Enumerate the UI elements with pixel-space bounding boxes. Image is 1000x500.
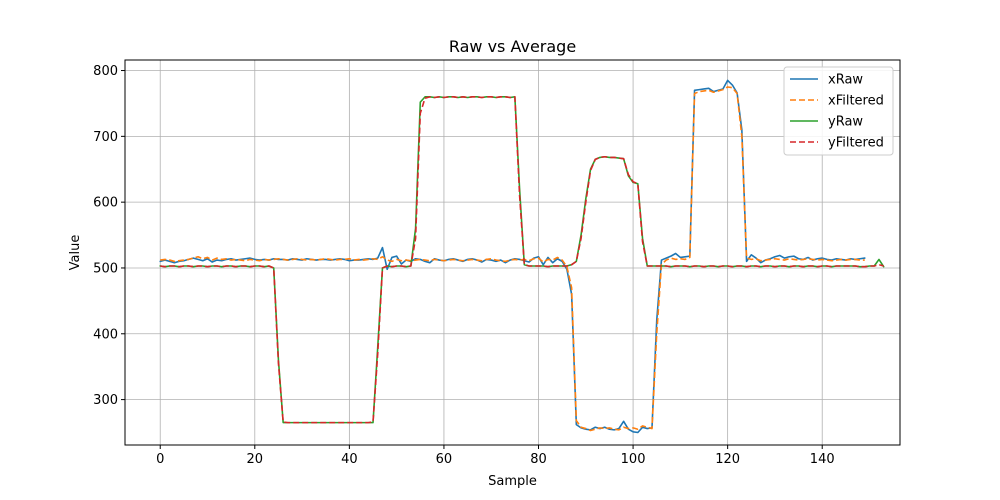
series-line-yfiltered [160, 96, 884, 424]
legend-label-xraw: xRaw [828, 73, 863, 88]
series-line-xfiltered [160, 86, 865, 432]
x-tick-label: 40 [341, 452, 358, 467]
series-layer [159, 79, 885, 434]
y-tick-label: 500 [93, 261, 118, 276]
legend-box [783, 66, 894, 156]
chart-title: Raw vs Average [449, 37, 576, 56]
legend-label-yraw: yRaw [828, 115, 863, 130]
legend-label-yfiltered: yFiltered [828, 136, 884, 151]
y-tick-label: 400 [93, 327, 118, 342]
x-axis-label: Sample [488, 474, 537, 489]
x-tick-label: 140 [810, 452, 835, 467]
y-tick-label: 600 [93, 196, 118, 211]
ticks: 0 20 40 60 80 100 120 140 300 400 500 600 700 800 [93, 64, 834, 467]
legend-label-xfiltered: xFiltered [828, 94, 884, 109]
x-tick-label: 0 [156, 452, 164, 467]
plot-frame [124, 59, 901, 446]
x-tick-label: 60 [436, 452, 453, 467]
x-tick-label: 120 [715, 452, 740, 467]
y-tick-label: 700 [93, 130, 118, 145]
x-tick-label: 100 [621, 452, 646, 467]
x-tick-label: 80 [530, 452, 547, 467]
legend: xRaw xFiltered yRaw yFiltered [783, 66, 894, 156]
y-axis-label: Value [68, 235, 83, 271]
x-tick-label: 20 [247, 452, 264, 467]
y-tick-label: 800 [93, 64, 118, 79]
y-tick-label: 300 [93, 393, 118, 408]
